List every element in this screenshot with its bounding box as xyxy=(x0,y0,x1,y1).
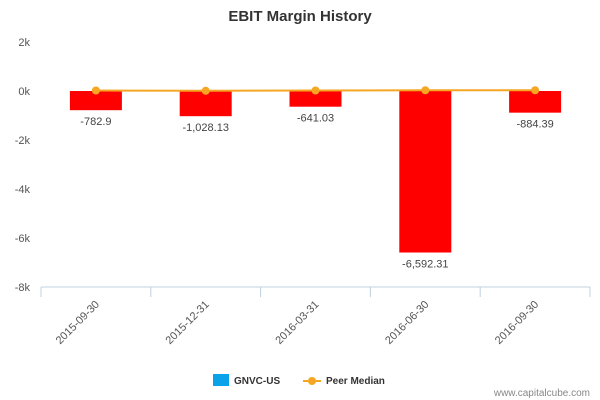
bar-data-label: -641.03 xyxy=(297,113,334,125)
legend-gnvc-label: GNVC-US xyxy=(234,376,280,387)
y-tick-label: -8k xyxy=(15,282,31,294)
x-tick-label: 2016-06-30 xyxy=(383,299,431,347)
x-axis: 2015-09-30 2015-12-31 2016-03-31 2016-06-30… xyxy=(40,286,591,347)
peer-median-series xyxy=(91,86,540,95)
peer-median-point[interactable] xyxy=(201,86,210,95)
bar[interactable] xyxy=(509,91,562,113)
legend-peer-label: Peer Median xyxy=(326,376,385,387)
legend-gnvc-swatch xyxy=(213,374,229,386)
x-tick-label: 2015-12-31 xyxy=(164,299,212,347)
bar-data-label: -782.9 xyxy=(80,116,111,128)
y-tick-label: 2k xyxy=(18,37,30,49)
legend[interactable]: GNVC-US Peer Median xyxy=(213,374,385,387)
y-tick-label: -4k xyxy=(15,184,31,196)
credit-text[interactable]: www.capitalcube.com xyxy=(493,388,590,399)
bar[interactable] xyxy=(69,91,122,111)
peer-median-point[interactable] xyxy=(531,86,540,95)
y-tick-label: -2k xyxy=(15,135,31,147)
y-axis: 2k 0k -2k -4k -6k -8k xyxy=(15,37,31,294)
legend-item-peer-median[interactable]: Peer Median xyxy=(303,376,385,387)
bar-data-label: -1,028.13 xyxy=(182,122,228,134)
bar-data-label: -884.39 xyxy=(516,119,553,131)
legend-peer-marker xyxy=(308,377,316,385)
bar-data-labels: -782.9 -1,028.13 -641.03 -6,592.31 -884.39 xyxy=(80,113,553,271)
legend-item-gnvc[interactable]: GNVC-US xyxy=(213,374,280,387)
peer-median-point[interactable] xyxy=(421,86,430,95)
chart-title: EBIT Margin History xyxy=(228,8,372,25)
bar-data-label: -6,592.31 xyxy=(402,259,448,271)
bar-series xyxy=(69,91,562,253)
x-tick-label: 2015-09-30 xyxy=(54,299,102,347)
x-tick-label: 2016-09-30 xyxy=(493,299,541,347)
y-tick-label: 0k xyxy=(18,86,30,98)
x-tick-label: 2016-03-31 xyxy=(273,299,321,347)
bar[interactable] xyxy=(179,91,232,117)
bar[interactable] xyxy=(289,91,342,107)
peer-median-point[interactable] xyxy=(91,86,100,95)
bar[interactable] xyxy=(399,91,452,253)
peer-median-point[interactable] xyxy=(311,86,320,95)
y-tick-label: -6k xyxy=(15,233,31,245)
